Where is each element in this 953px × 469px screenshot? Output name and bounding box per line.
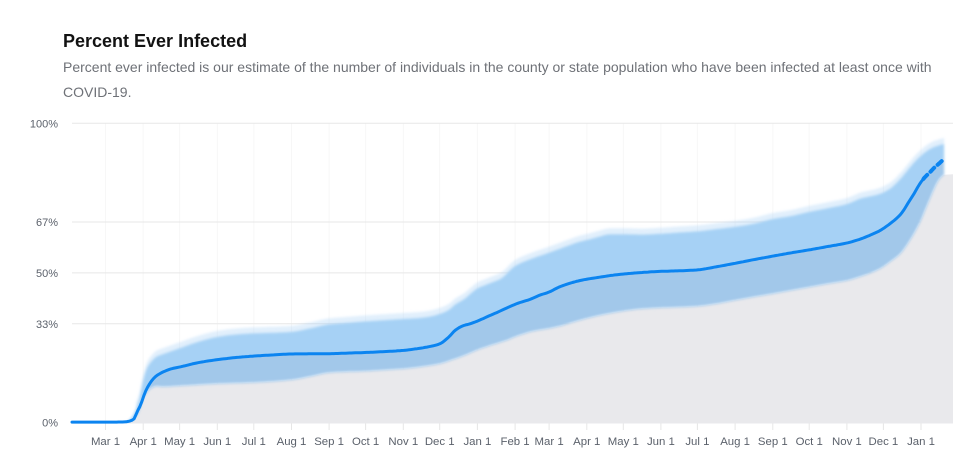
svg-text:Aug 1: Aug 1	[720, 436, 750, 448]
svg-text:Jul 1: Jul 1	[242, 436, 266, 448]
svg-text:Mar 1: Mar 1	[91, 436, 120, 448]
svg-text:May 1: May 1	[164, 436, 195, 448]
svg-text:Oct 1: Oct 1	[796, 436, 823, 448]
svg-text:Dec 1: Dec 1	[869, 436, 899, 448]
svg-text:Jan 1: Jan 1	[907, 436, 935, 448]
svg-text:67%: 67%	[36, 217, 58, 229]
svg-text:Apr 1: Apr 1	[573, 436, 600, 448]
svg-text:Mar 1: Mar 1	[535, 436, 564, 448]
svg-text:Jan 1: Jan 1	[463, 436, 491, 448]
svg-text:Apr 1: Apr 1	[130, 436, 157, 448]
svg-text:Feb 1: Feb 1	[501, 436, 530, 448]
svg-text:Dec 1: Dec 1	[425, 436, 455, 448]
svg-text:Sep 1: Sep 1	[758, 436, 788, 448]
svg-text:Jun 1: Jun 1	[203, 436, 231, 448]
svg-text:May 1: May 1	[608, 436, 639, 448]
svg-text:Nov 1: Nov 1	[388, 436, 418, 448]
svg-text:50%: 50%	[36, 268, 58, 280]
svg-text:Jul 1: Jul 1	[685, 436, 709, 448]
svg-text:Sep 1: Sep 1	[314, 436, 344, 448]
svg-text:33%: 33%	[36, 319, 58, 331]
svg-text:100%: 100%	[30, 118, 58, 130]
svg-text:Jun 1: Jun 1	[647, 436, 675, 448]
svg-text:Nov 1: Nov 1	[832, 436, 862, 448]
svg-text:0%: 0%	[42, 418, 58, 430]
svg-text:Oct 1: Oct 1	[352, 436, 379, 448]
svg-text:Aug 1: Aug 1	[277, 436, 307, 448]
